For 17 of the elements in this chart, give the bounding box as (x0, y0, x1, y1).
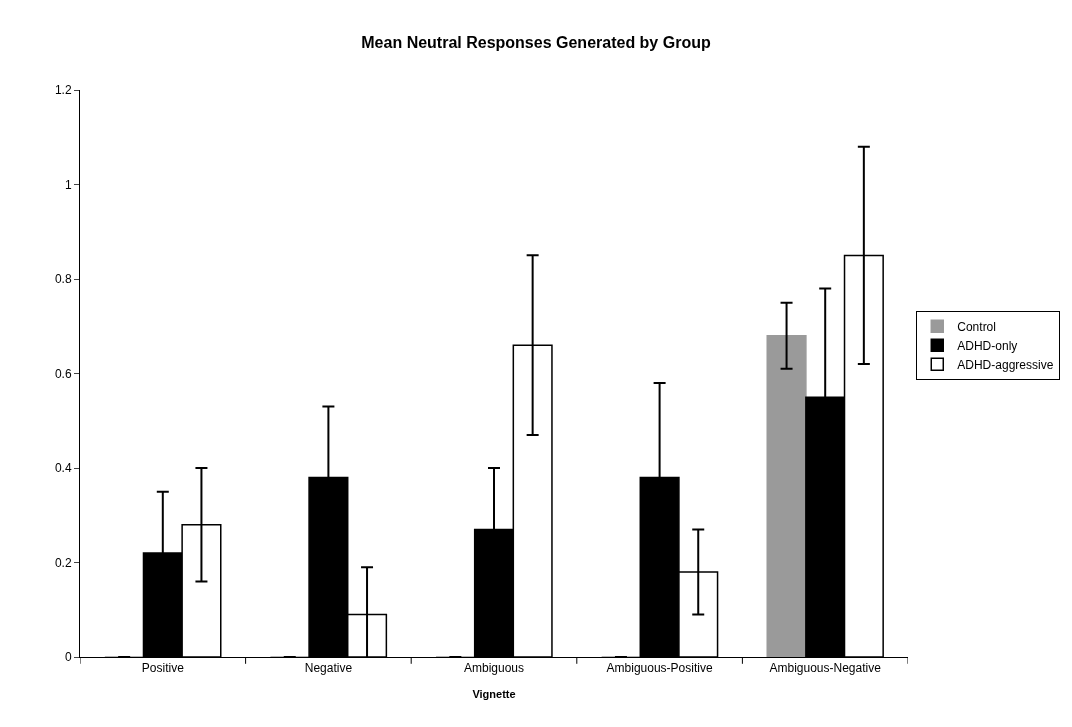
y-tick-label: 0.8 (54, 272, 72, 287)
x-tick-label: Ambiguous-Negative (769, 661, 882, 676)
y-tick-label: 0.2 (54, 555, 72, 570)
y-tick-label: 0.6 (54, 366, 72, 381)
legend-label: ADHD-aggressive (957, 357, 1054, 372)
legend-label: Control (957, 319, 996, 334)
y-tick-label: 1 (64, 177, 72, 192)
x-axis-title: Vignette (472, 687, 516, 700)
y-tick-label: 0.4 (54, 461, 72, 476)
y-tick-label: 1.2 (54, 83, 72, 98)
legend-label: ADHD-only (957, 338, 1018, 353)
y-tick-label: 0 (64, 650, 72, 665)
x-tick-label: Positive (141, 661, 185, 676)
x-tick-label: Ambiguous-Positive (606, 661, 713, 676)
x-tick-label: Negative (304, 661, 353, 676)
x-tick-label: Ambiguous (463, 661, 525, 676)
chart-title: Mean Neutral Responses Generated by Group (361, 33, 711, 51)
